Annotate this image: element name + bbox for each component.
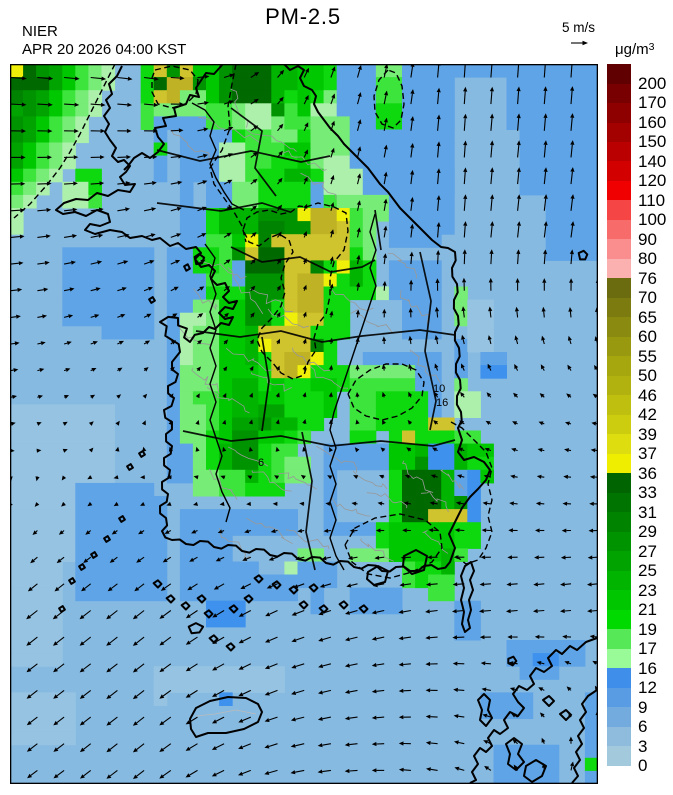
svg-text:16: 16	[436, 397, 448, 409]
svg-text:10: 10	[433, 383, 445, 395]
svg-text:6: 6	[258, 457, 264, 469]
